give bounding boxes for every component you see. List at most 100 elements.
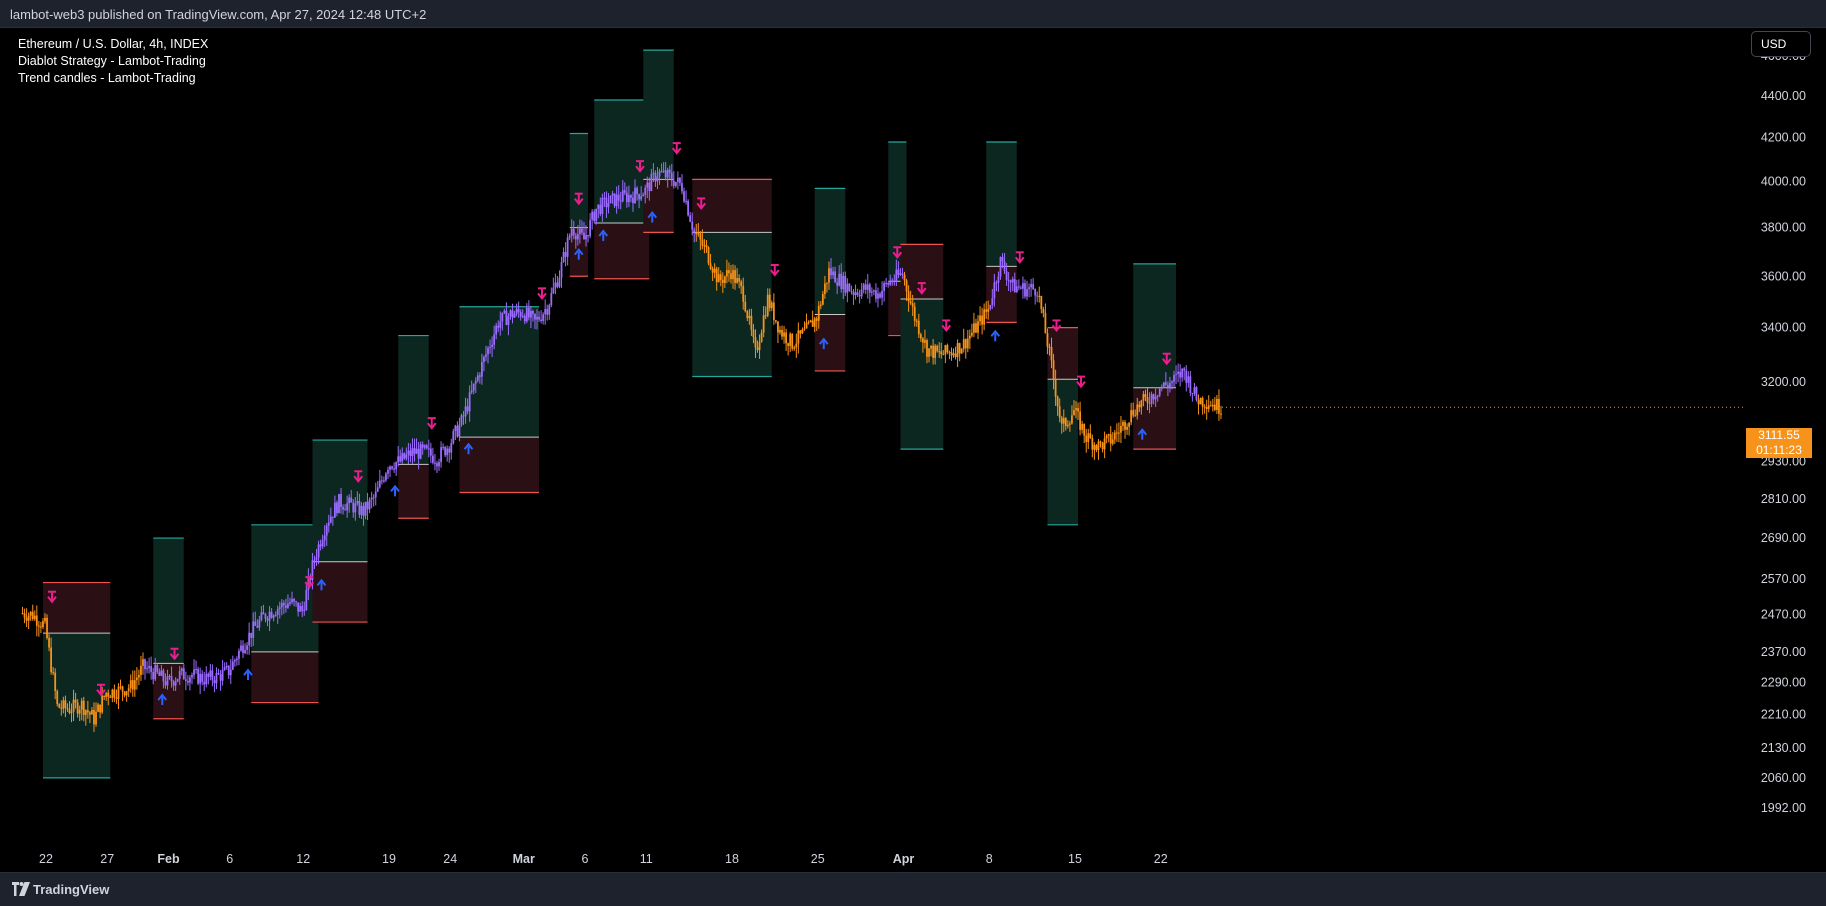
buy-arrow-head: [1137, 428, 1148, 436]
candle-body: [201, 673, 204, 682]
sell-signal-icon: [537, 287, 547, 300]
symbol-title[interactable]: Ethereum / U.S. Dollar, 4h, INDEX: [18, 37, 209, 51]
candle: [86, 700, 89, 719]
sell-signal-icon: [169, 647, 180, 661]
sell-arrow-head: [1014, 256, 1025, 264]
indicator-trend-candles[interactable]: Trend candles - Lambot-Trading: [18, 71, 196, 85]
candle-body: [721, 279, 724, 283]
candle-body: [207, 673, 210, 677]
candle-body: [1077, 408, 1079, 412]
candle: [574, 232, 577, 249]
candle-body: [1011, 279, 1014, 283]
candle-body: [74, 699, 77, 703]
candle-body: [403, 453, 406, 459]
candle: [485, 345, 487, 362]
candle: [1201, 396, 1204, 415]
candle: [133, 670, 136, 697]
candle: [826, 282, 828, 293]
price-tick-label: 4000.00: [1761, 175, 1806, 189]
candle-body: [46, 617, 48, 638]
candle: [493, 325, 496, 350]
candle: [1142, 390, 1145, 407]
candle: [840, 263, 843, 293]
candle: [401, 447, 404, 464]
candle-body: [62, 700, 65, 709]
candle-body: [348, 497, 351, 504]
time-axis[interactable]: 22 27 Feb 6 12 19 24 Mar 6 11 18 25 Apr 8 15 22: [39, 852, 1168, 866]
buy-arrow-head: [316, 578, 327, 586]
candle: [756, 340, 759, 353]
candle-body: [593, 211, 596, 221]
tradingview-brand[interactable]: TradingView: [33, 882, 110, 897]
candle: [254, 611, 257, 627]
candle: [360, 502, 363, 520]
indicator-strategy[interactable]: Diablot Strategy - Lambot-Trading: [18, 54, 206, 68]
price-tick-label: 3600.00: [1761, 269, 1806, 283]
candle-body: [1050, 347, 1053, 361]
candle: [1066, 420, 1069, 429]
tradingview-logo-icon[interactable]: [12, 882, 30, 896]
candle-body: [699, 233, 702, 240]
candle-body: [162, 670, 165, 682]
candle: [1075, 401, 1077, 419]
candle: [578, 219, 581, 244]
candle: [962, 328, 965, 353]
candle-body: [917, 320, 920, 335]
candle: [946, 343, 949, 355]
candle: [325, 523, 328, 546]
candle: [389, 465, 391, 478]
candle-body: [527, 307, 530, 318]
candle: [1111, 432, 1114, 446]
candle-body: [674, 181, 677, 187]
candle: [511, 303, 514, 324]
candle: [997, 271, 1000, 292]
candle-body: [1005, 271, 1008, 280]
candle: [774, 320, 777, 324]
candle-body: [693, 229, 696, 233]
candle-body: [583, 232, 585, 240]
candle-body: [544, 309, 547, 315]
candle-body: [536, 316, 538, 320]
candle: [152, 667, 155, 685]
candle: [282, 600, 285, 614]
candle: [960, 347, 963, 355]
candle-body: [695, 232, 698, 235]
candle: [413, 438, 416, 462]
candle-body: [470, 390, 473, 393]
candle-body: [991, 298, 994, 305]
candle: [817, 301, 820, 329]
candle: [158, 668, 161, 677]
signal-zone-3: [312, 439, 368, 623]
candle: [787, 342, 790, 356]
stop-zone: [251, 651, 319, 703]
candle-body: [856, 292, 859, 295]
candle: [440, 441, 442, 468]
candle: [630, 194, 632, 203]
time-tick-label: 25: [811, 852, 825, 866]
candle: [1087, 428, 1090, 449]
candle-body: [805, 322, 808, 329]
candle-body: [803, 328, 806, 330]
candle-body: [35, 615, 38, 626]
candle: [913, 302, 916, 327]
candle: [419, 441, 422, 460]
candle-body: [1115, 432, 1118, 434]
candle: [27, 612, 30, 630]
candle-body: [632, 197, 634, 204]
stop-zone: [814, 314, 846, 371]
candle: [397, 446, 400, 467]
candle: [689, 211, 692, 223]
price-chart[interactable]: 4600.004400.004200.004000.003800.003600.…: [0, 28, 1826, 872]
candle-body: [1164, 382, 1167, 385]
candle: [1028, 283, 1030, 298]
currency-button[interactable]: USD: [1751, 31, 1811, 57]
candle-body: [280, 602, 283, 608]
candle: [1148, 392, 1151, 414]
candle-body: [276, 608, 279, 615]
candle-body: [985, 309, 988, 312]
candle: [856, 288, 859, 298]
candle-body: [683, 191, 685, 202]
candle-body: [215, 672, 218, 684]
candle-body: [133, 680, 136, 690]
candle-body: [754, 337, 757, 348]
